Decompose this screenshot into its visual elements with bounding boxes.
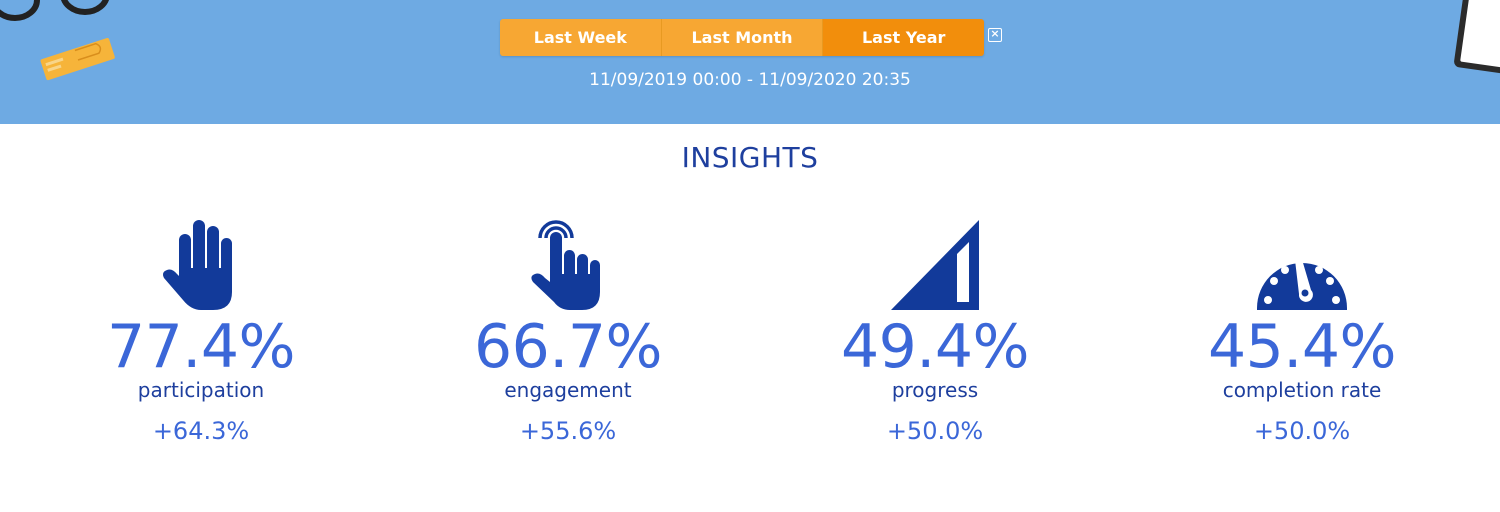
metric-change: +50.0% (886, 417, 984, 445)
metric-change: +55.6% (519, 417, 617, 445)
metric-completion-rate: 45.4% completion rate +50.0% (1152, 210, 1452, 446)
sticky-note-icon (40, 38, 115, 81)
metric-progress: 49.4% progress +50.0% (785, 210, 1085, 446)
tap-finger-icon (531, 220, 600, 310)
period-selector: Last Week Last Month Last Year (500, 19, 984, 56)
metric-change: +64.3% (152, 417, 250, 445)
metric-engagement: 66.7% engagement +55.6% (418, 210, 718, 446)
speedometer-icon (1257, 256, 1347, 310)
tablet-icon (1454, 0, 1500, 75)
tab-last-year[interactable]: Last Year (823, 19, 984, 56)
metric-value: 49.4% (840, 312, 1030, 382)
metric-label: participation (137, 378, 265, 402)
metric-change: +50.0% (1253, 417, 1351, 445)
metric-value: 66.7% (473, 312, 663, 382)
close-icon[interactable]: × (988, 28, 1002, 42)
raised-hand-icon (163, 220, 232, 310)
header-banner: Last Week Last Month Last Year × 11/09/2… (0, 0, 1500, 124)
metric-label: engagement (504, 378, 632, 402)
tab-last-month[interactable]: Last Month (661, 19, 824, 56)
glasses-icon (0, 0, 109, 21)
metric-participation: 77.4% participation +64.3% (51, 210, 351, 446)
metric-label: progress (891, 378, 979, 402)
date-range: 11/09/2019 00:00 - 11/09/2020 20:35 (589, 70, 911, 90)
metric-value: 45.4% (1207, 312, 1397, 382)
metric-value: 77.4% (106, 312, 296, 382)
metric-label: completion rate (1222, 378, 1382, 402)
signal-bars-icon (891, 220, 979, 310)
tab-last-week[interactable]: Last Week (500, 19, 662, 56)
section-title: INSIGHTS (681, 141, 819, 174)
